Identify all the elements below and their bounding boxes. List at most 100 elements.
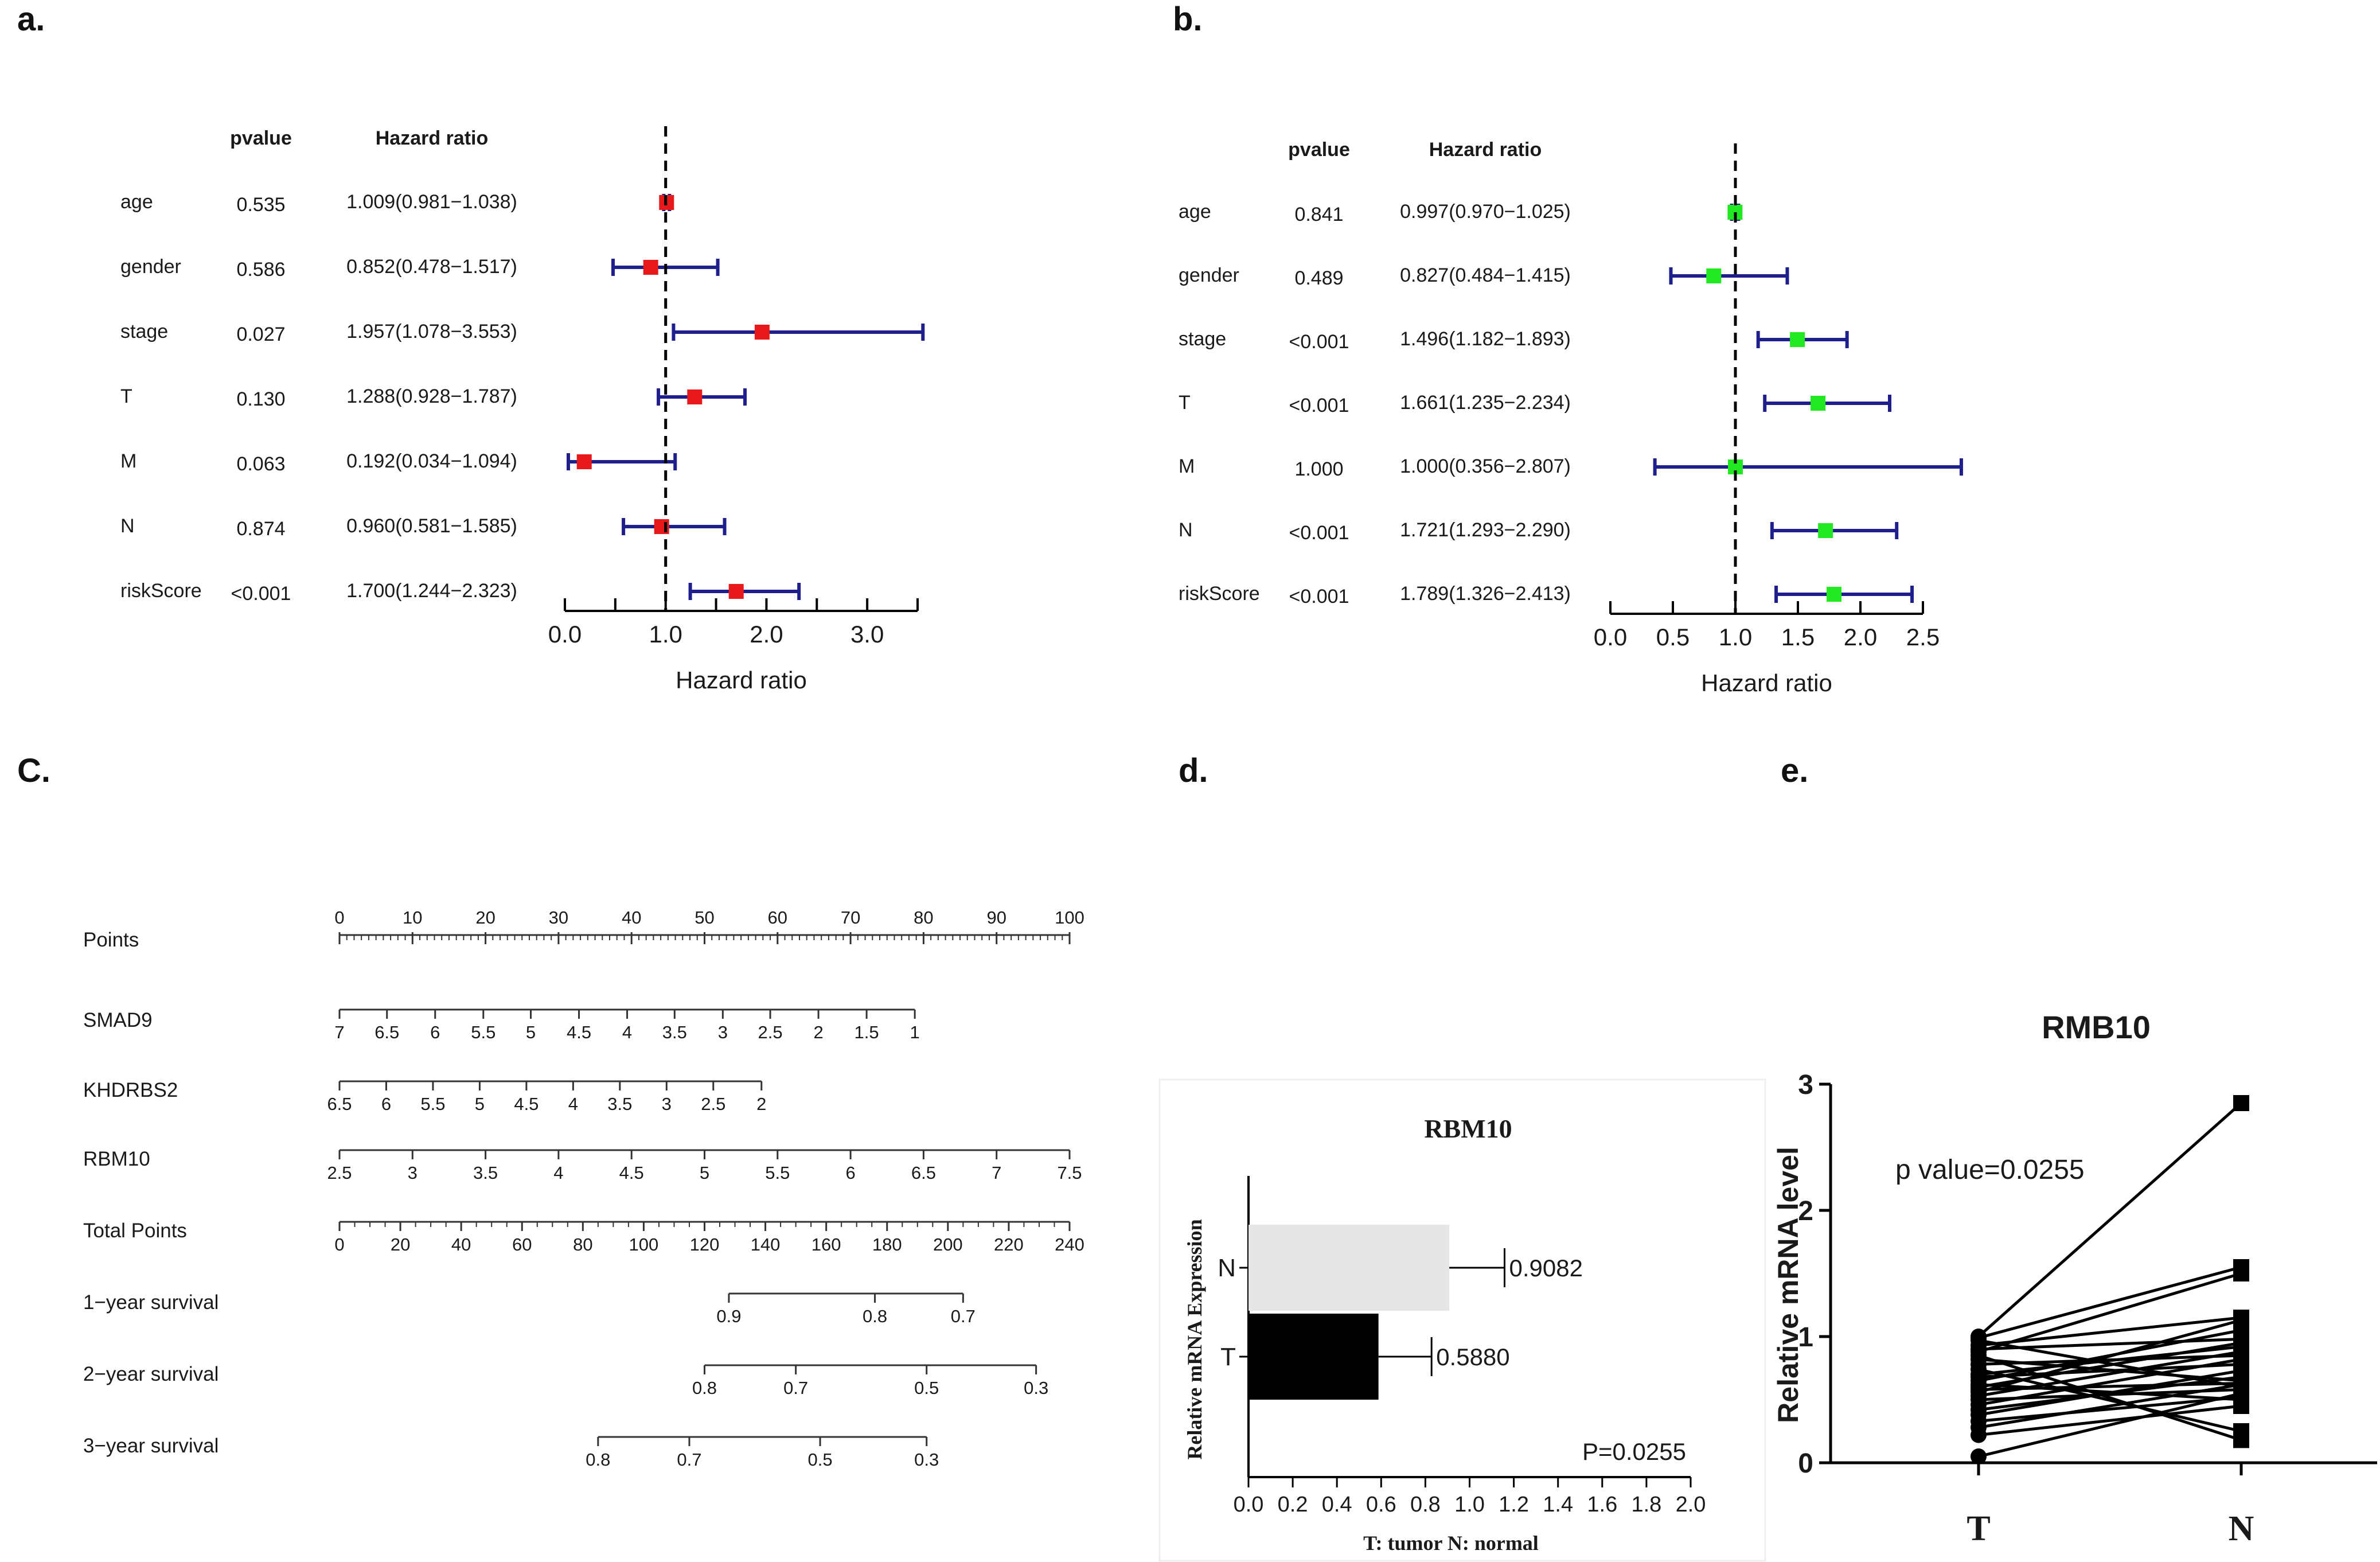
nomogram-label-rbm10: RBM10 xyxy=(83,1148,150,1170)
row-pvalue: 0.027 xyxy=(236,324,285,345)
nomogram-tick-label: 20 xyxy=(391,1234,410,1255)
nomogram-tick-label: 0.8 xyxy=(863,1306,887,1326)
row-hr-text: 1.789(1.326−2.413) xyxy=(1400,583,1571,605)
pair-line xyxy=(1978,1383,2242,1401)
x-tick-label: 0.8 xyxy=(1410,1493,1441,1517)
chart-title: RMB10 xyxy=(2042,1009,2151,1045)
pair-line xyxy=(1978,1265,2242,1339)
nomogram-tick-label: 160 xyxy=(811,1234,841,1255)
row-hr-text: 0.852(0.478−1.517) xyxy=(346,256,517,278)
y-tick-label: 2 xyxy=(1798,1196,1813,1226)
row-label-stage: stage xyxy=(1179,328,1226,350)
x-tick-label: 1.8 xyxy=(1631,1493,1661,1517)
nomogram-tick-label: 0.7 xyxy=(951,1306,976,1326)
row-label-t: T xyxy=(1179,392,1191,414)
panel-frame xyxy=(1158,1078,1766,1562)
nomogram-tick-label: 60 xyxy=(512,1234,532,1255)
x-tick-label: 1.0 xyxy=(1719,624,1752,650)
pair-line xyxy=(1978,1354,2242,1442)
row-hr-text: 1.957(1.078−3.553) xyxy=(346,321,517,342)
nomogram-tick-label: 6 xyxy=(845,1163,855,1183)
nomogram-tick-label: 4.5 xyxy=(514,1094,539,1114)
panel-label-c: C. xyxy=(17,752,50,789)
x-tick-label: 1.5 xyxy=(1781,624,1815,650)
nomogram-tick-label: 50 xyxy=(695,907,714,928)
nomogram-tick-label: 3 xyxy=(662,1094,672,1114)
x-tick-label: 2.0 xyxy=(1844,624,1877,650)
tumor-point xyxy=(1971,1329,1987,1345)
nomogram-tick-label: 0.7 xyxy=(783,1378,808,1398)
nomogram-tick-label: 4.5 xyxy=(567,1022,591,1042)
nomogram-tick-label: 1 xyxy=(910,1022,919,1042)
nomogram-tick-label: 0.3 xyxy=(1024,1378,1048,1398)
row-label-stage: stage xyxy=(120,321,168,342)
row-label-gender: gender xyxy=(1179,264,1239,286)
x-tick-label: 1.2 xyxy=(1499,1493,1529,1517)
row-pvalue: 0.841 xyxy=(1294,204,1343,225)
normal-point xyxy=(2233,1347,2249,1364)
nomogram-tick-label: 0.7 xyxy=(677,1450,701,1470)
row-hr-text: 1.496(1.182−1.893) xyxy=(1400,328,1571,350)
nomogram-tick-label: 3 xyxy=(408,1163,418,1183)
nomogram-tick-label: 7.5 xyxy=(1057,1163,1082,1183)
x-tick-label: 0.0 xyxy=(1594,624,1627,650)
chart-title: RBM10 xyxy=(1424,1114,1512,1143)
nomogram-tick-label: 0 xyxy=(334,1234,344,1255)
pair-line xyxy=(1978,1392,2242,1458)
tumor-point xyxy=(1971,1448,1987,1464)
normal-point xyxy=(2233,1331,2249,1347)
pair-line xyxy=(1977,1102,2242,1338)
nomogram-label-smad9: SMAD9 xyxy=(83,1009,153,1031)
nomogram-tick-label: 5 xyxy=(475,1094,485,1114)
nomogram-tick-label: 240 xyxy=(1055,1234,1084,1255)
hr-marker xyxy=(1706,268,1722,283)
pair-line xyxy=(1978,1388,2242,1401)
nomogram-tick-label: 40 xyxy=(451,1234,471,1255)
nomogram-tick-label: 2 xyxy=(756,1094,766,1114)
pair-line xyxy=(1978,1381,2242,1391)
nomogram-tick-label: 0.8 xyxy=(692,1378,717,1398)
x-tick-label: 1.4 xyxy=(1543,1493,1573,1517)
panel-label-a: a. xyxy=(17,1,45,38)
nomogram-tick-label: 4 xyxy=(553,1163,563,1183)
x-tick-label: 1.0 xyxy=(649,621,682,648)
pair-line xyxy=(1978,1316,2242,1347)
row-hr-text: 1.661(1.235−2.234) xyxy=(1400,392,1571,414)
row-pvalue: <0.001 xyxy=(1289,395,1349,416)
nomogram-tick-label: 30 xyxy=(549,907,568,928)
x-tick-label: 0.0 xyxy=(548,621,582,648)
nomogram-tick-label: 7 xyxy=(334,1022,344,1042)
nomogram-tick-label: 120 xyxy=(690,1234,720,1255)
pair-line xyxy=(1978,1272,2242,1353)
nomogram-tick-label: 0.8 xyxy=(586,1450,610,1470)
x-tick-label: 0.0 xyxy=(1234,1493,1264,1517)
nomogram-tick-label: 4 xyxy=(622,1022,632,1042)
nomogram-tick-label: 100 xyxy=(629,1234,659,1255)
nomogram-tick-label: 90 xyxy=(986,907,1006,928)
nomogram-tick-label: 6.5 xyxy=(327,1094,352,1114)
bar-chart-d: RBM10 Relative mRNA Expression 0.0 0.2 0.4 0.… xyxy=(1158,1078,1766,1562)
hr-marker xyxy=(728,584,744,599)
panel-label-d: d. xyxy=(1179,752,1208,789)
row-label-t: T xyxy=(120,385,132,407)
pair-line xyxy=(1978,1368,2242,1433)
y-tick-label: T xyxy=(1220,1343,1236,1371)
hr-marker xyxy=(754,325,770,340)
nomogram-tick-label: 5 xyxy=(526,1022,536,1042)
nomogram-tick-label: 3.5 xyxy=(607,1094,632,1114)
x-tick-label: 3.0 xyxy=(850,621,884,648)
row-hr-text: 1.721(1.293−2.290) xyxy=(1400,519,1571,541)
p-value-annotation: p value=0.0255 xyxy=(1895,1155,2085,1185)
nomogram-tick-label: 5 xyxy=(700,1163,709,1183)
x-tick-label: 2.0 xyxy=(750,621,783,648)
panel-label-b: b. xyxy=(1173,1,1203,38)
normal-point xyxy=(2233,1259,2249,1275)
bar-value-label: 0.9082 xyxy=(1509,1255,1582,1281)
row-label-m: M xyxy=(1179,455,1195,477)
nomogram-tick-label: 6.5 xyxy=(374,1022,399,1042)
y-tick-label: 3 xyxy=(1798,1070,1813,1100)
forest-plot-a: pvalue Hazard ratio age 0.535 1.009(0.981−1.… xyxy=(120,126,925,694)
header-hazard-ratio: Hazard ratio xyxy=(376,127,489,149)
pair-line xyxy=(1978,1358,2242,1382)
p-value-annotation: P=0.0255 xyxy=(1582,1438,1686,1465)
